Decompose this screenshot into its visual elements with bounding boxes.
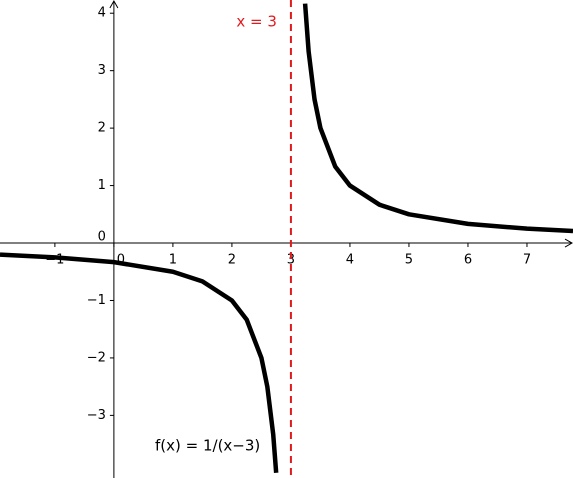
x-tick-label: 2	[228, 253, 236, 268]
x-tick-label: 5	[405, 253, 413, 268]
function-label: f(x) = 1/(x−3)	[155, 437, 260, 455]
x-tick-label: 7	[523, 253, 531, 268]
y-axis-arrow	[109, 0, 119, 9]
y-tick-label: 0	[98, 230, 106, 245]
y-tick-label: 1	[98, 178, 106, 193]
x-tick-label: 1	[169, 253, 177, 268]
x-axis-arrow	[564, 238, 573, 248]
y-tick-label: 4	[98, 6, 106, 21]
function-curve	[0, 3, 573, 474]
y-tick-label: 3	[98, 63, 106, 78]
x-tick-label: 3	[287, 253, 295, 268]
asymptote-label: x = 3	[236, 13, 277, 31]
y-tick-label: −1	[87, 293, 106, 308]
x-tick-label: 0	[117, 253, 125, 268]
y-tick-label: −3	[87, 408, 106, 423]
x-tick-label: 6	[464, 253, 472, 268]
y-tick-label: −2	[87, 350, 106, 365]
x-tick-label: 4	[346, 253, 354, 268]
y-tick-label: 2	[98, 121, 106, 136]
